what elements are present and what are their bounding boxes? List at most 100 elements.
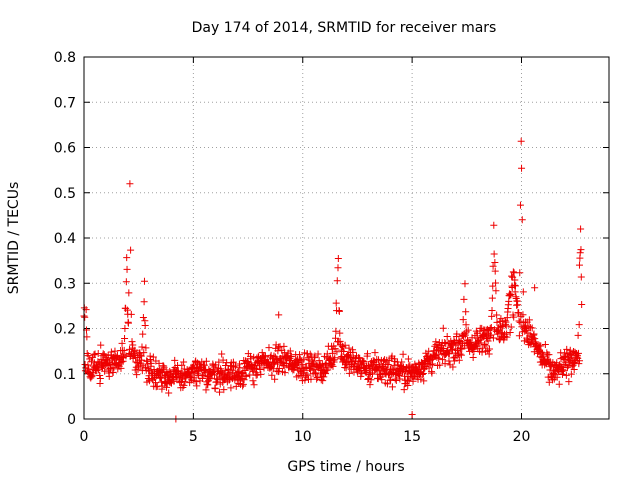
data-point [319, 377, 327, 385]
data-point [141, 321, 149, 329]
data-point [268, 371, 276, 379]
data-point [503, 333, 511, 341]
data-point [375, 356, 383, 364]
data-point [246, 371, 254, 379]
data-point [516, 201, 524, 209]
data-point [170, 377, 178, 385]
data-point [510, 313, 518, 321]
data-point [190, 374, 198, 382]
data-point [220, 386, 228, 394]
data-point [390, 361, 398, 369]
data-point [301, 376, 309, 384]
data-point [205, 375, 213, 383]
data-point [488, 294, 496, 302]
data-point [514, 301, 522, 309]
data-point [525, 316, 533, 324]
data-point [270, 352, 278, 360]
data-point [253, 365, 261, 373]
data-point [118, 339, 126, 347]
data-point [491, 267, 499, 275]
data-point [477, 339, 485, 347]
data-point [169, 374, 177, 382]
data-point [190, 361, 198, 369]
data-point [502, 322, 510, 330]
x-tick-label: 0 [80, 429, 89, 445]
data-point [178, 361, 186, 369]
data-point [97, 341, 105, 349]
data-point [300, 355, 308, 363]
data-point [136, 351, 144, 359]
tick-labels: 0 0.1 0.2 0.3 0.4 0.5 0.6 0.7 0.8 0 5 10 15 20 [54, 50, 531, 445]
data-point [506, 292, 514, 300]
data-point [559, 366, 567, 374]
data-point [577, 273, 585, 281]
data-point [523, 326, 531, 334]
data-point [418, 370, 426, 378]
data-point [336, 329, 344, 337]
data-point [489, 334, 497, 342]
y-tick-label: 0.7 [54, 95, 76, 111]
data-point [122, 304, 130, 312]
data-point [204, 381, 212, 389]
data-point [486, 324, 494, 332]
data-point [123, 254, 131, 262]
data-point [419, 369, 427, 377]
data-point [127, 246, 135, 254]
data-point [400, 386, 408, 394]
data-point [429, 360, 437, 368]
data-point [227, 384, 235, 392]
data-point [280, 342, 288, 350]
data-point [157, 374, 165, 382]
data-point [489, 262, 497, 270]
data-point [101, 367, 109, 375]
data-point [335, 338, 343, 346]
data-point [281, 369, 289, 377]
data-point [422, 362, 430, 370]
data-point [449, 346, 457, 354]
data-point [334, 255, 342, 263]
data-point [121, 324, 129, 332]
data-point [239, 380, 247, 388]
data-point [445, 350, 453, 358]
data-point [96, 371, 104, 379]
x-tick-label: 20 [513, 429, 531, 445]
data-point [461, 331, 469, 339]
data-point [140, 349, 148, 357]
data-point [506, 328, 514, 336]
data-point [171, 356, 179, 364]
data-point [507, 323, 515, 331]
chart-title: Day 174 of 2014, SRMTID for receiver mar… [192, 20, 497, 36]
y-tick-label: 0.2 [54, 322, 76, 338]
data-point [129, 341, 137, 349]
data-point [489, 282, 497, 290]
data-point [575, 261, 583, 269]
data-point [458, 345, 466, 353]
data-point [128, 338, 136, 346]
data-point [574, 331, 582, 339]
data-point [460, 295, 468, 303]
data-point [443, 332, 451, 340]
data-point [555, 380, 563, 388]
data-point [371, 349, 379, 357]
data-point [230, 363, 238, 371]
data-point [427, 361, 435, 369]
data-point [366, 381, 374, 389]
data-point [395, 371, 403, 379]
data-point [488, 306, 496, 314]
data-point [211, 371, 219, 379]
data-point [547, 363, 555, 371]
data-point [193, 382, 201, 390]
data-point [90, 351, 98, 359]
data-point [493, 311, 501, 319]
data-point [575, 360, 583, 368]
data-point [450, 357, 458, 365]
data-point [257, 370, 265, 378]
data-point [206, 374, 214, 382]
data-point [269, 365, 277, 373]
data-point [368, 370, 376, 378]
data-point [367, 376, 375, 384]
data-point [484, 337, 492, 345]
data-point [355, 354, 363, 362]
data-point [152, 379, 159, 387]
